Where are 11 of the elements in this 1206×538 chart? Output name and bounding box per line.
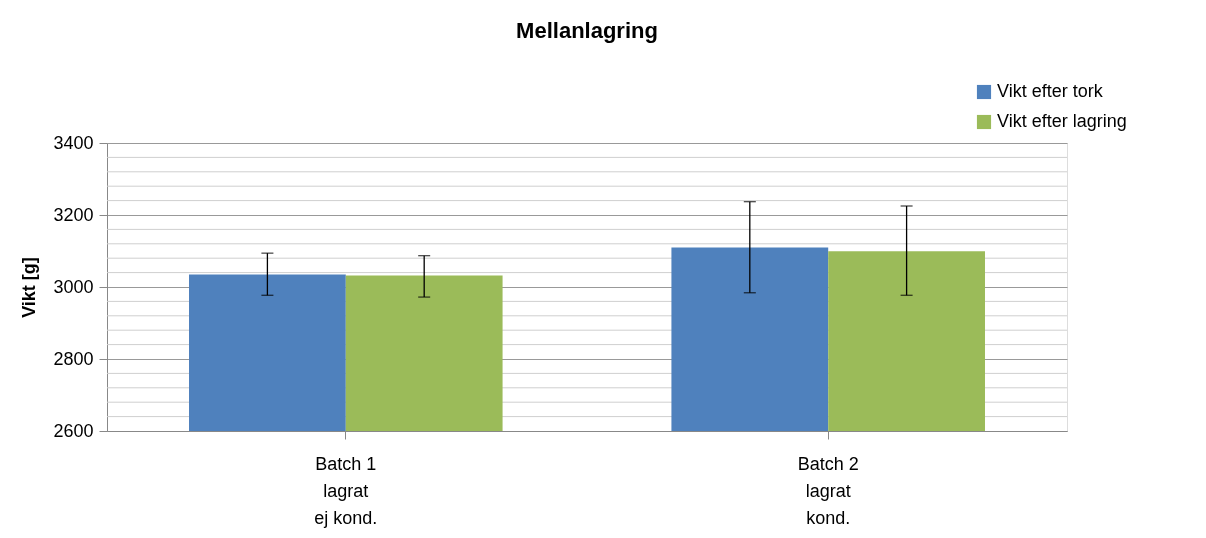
y-axis-title: Vikt [g] xyxy=(19,257,40,318)
y-tick-label: 3200 xyxy=(53,204,94,225)
chart-title: Mellanlagring xyxy=(516,18,658,43)
legend-label: Vikt efter tork xyxy=(997,81,1104,101)
y-tick-label: 2600 xyxy=(53,420,94,441)
x-tick-label: Batch 2 lagrat kond. xyxy=(797,453,859,528)
y-tick-label: 3000 xyxy=(53,276,94,297)
y-tick-label: 3400 xyxy=(53,132,94,153)
y-tick-label: 2800 xyxy=(53,348,94,369)
legend-label: Vikt efter lagring xyxy=(997,111,1127,131)
x-tick-label: Batch 1 lagrat ej kond. xyxy=(314,453,378,528)
